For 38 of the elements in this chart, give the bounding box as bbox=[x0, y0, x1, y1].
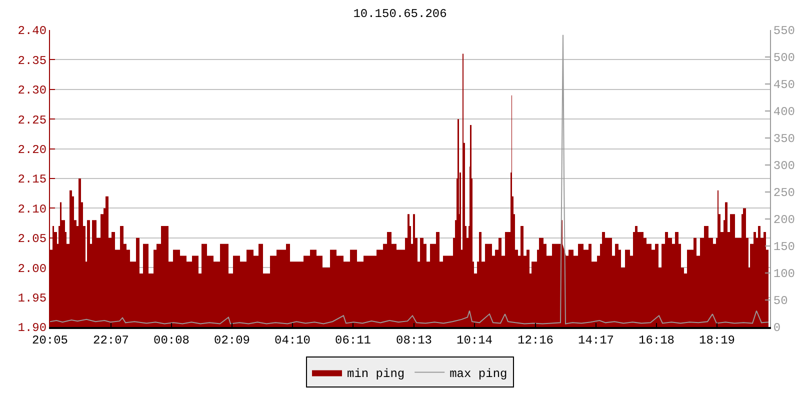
y2-tick-label: 50 bbox=[773, 294, 788, 308]
y2-tick-label: 0 bbox=[773, 321, 781, 336]
x-tick-label: 00:08 bbox=[153, 333, 190, 348]
y2-tick-label: 200 bbox=[773, 213, 796, 228]
y-tick-label: 2.00 bbox=[18, 262, 47, 276]
x-tick-label: 04:10 bbox=[274, 333, 311, 348]
y-tick-label: 2.20 bbox=[18, 143, 47, 157]
y2-tick-label: 500 bbox=[773, 51, 796, 66]
chart-title: 10.150.65.206 bbox=[353, 7, 447, 22]
x-tick-label: 10:14 bbox=[456, 333, 493, 348]
y2-tick-label: 450 bbox=[773, 78, 796, 92]
x-tick-label: 08:13 bbox=[396, 333, 432, 348]
y-tick-label: 2.05 bbox=[18, 232, 47, 246]
y2-tick-label: 350 bbox=[773, 132, 796, 146]
y2-tick-label: 100 bbox=[773, 267, 796, 282]
y-tick-label: 2.30 bbox=[18, 84, 47, 98]
legend-label: max ping bbox=[450, 366, 508, 381]
y2-tick-label: 250 bbox=[773, 186, 796, 200]
y-tick-label: 2.40 bbox=[18, 24, 47, 38]
x-tick-label: 20:05 bbox=[32, 333, 68, 348]
y-tick-label: 2.25 bbox=[18, 113, 47, 128]
x-tick-label: 18:19 bbox=[698, 333, 736, 348]
y-tick-label: 1.90 bbox=[18, 321, 47, 336]
x-tick-label: 16:18 bbox=[638, 333, 675, 348]
y2-tick-label: 400 bbox=[773, 105, 796, 120]
y2-tick-label: 150 bbox=[773, 240, 796, 254]
y-tick-label: 2.10 bbox=[18, 202, 47, 216]
x-tick-label: 02:09 bbox=[214, 333, 250, 348]
y2-tick-label: 300 bbox=[773, 159, 796, 174]
y-tick-label: 1.95 bbox=[18, 292, 47, 306]
x-tick-label: 06:11 bbox=[334, 333, 372, 348]
y-tick-label: 2.15 bbox=[18, 172, 47, 187]
y2-tick-label: 550 bbox=[773, 24, 796, 38]
x-tick-label: 12:16 bbox=[517, 333, 554, 348]
y-tick-label: 2.35 bbox=[18, 54, 47, 68]
x-tick-label: 22:07 bbox=[92, 333, 130, 348]
legend-label: min ping bbox=[347, 366, 405, 381]
x-tick-label: 14:17 bbox=[578, 333, 614, 348]
